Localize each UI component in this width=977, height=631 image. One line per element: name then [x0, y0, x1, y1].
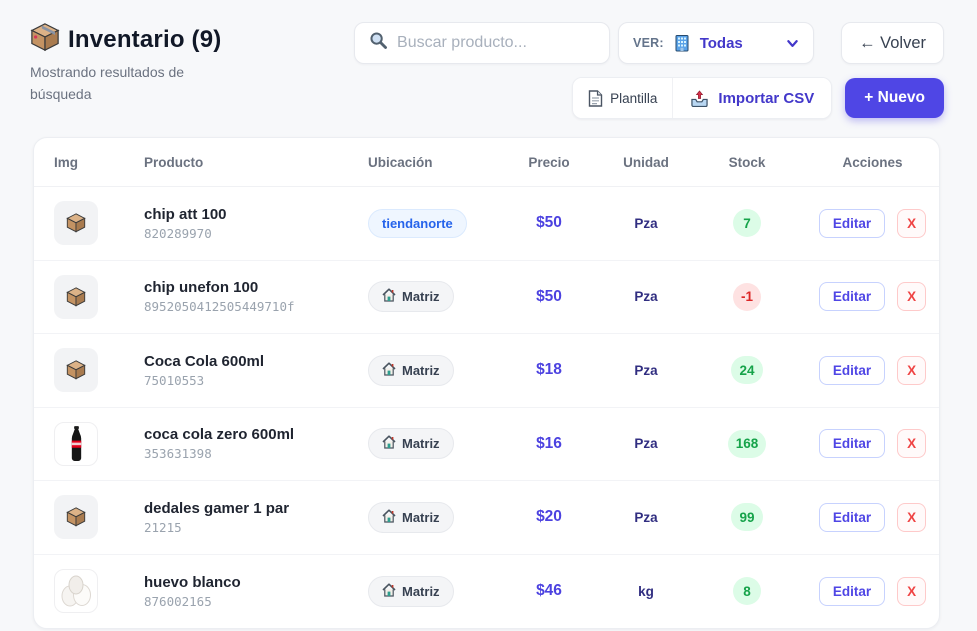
product-unit: Pza: [634, 436, 658, 452]
office-building-icon: [673, 34, 691, 52]
ver-label: VER:: [633, 36, 664, 50]
product-sku: 21215: [144, 519, 182, 535]
product-unit: Pza: [634, 215, 658, 231]
location-badge: Matriz: [368, 428, 454, 460]
import-button-group: Plantilla Importar CSV: [572, 77, 833, 119]
edit-button[interactable]: Editar: [818, 576, 886, 606]
table-row: huevo blanco 876002165 Matriz $46 kg 8 E…: [34, 555, 939, 629]
house-icon: [382, 362, 396, 379]
new-product-button[interactable]: + Nuevo: [845, 78, 944, 118]
product-sku: 353631398: [144, 446, 212, 462]
product-price: $18: [536, 361, 562, 379]
package-icon: [66, 360, 86, 380]
delete-button[interactable]: X: [897, 355, 927, 385]
house-icon: [382, 288, 396, 305]
stock-badge: 99: [731, 503, 763, 532]
location-badge: Matriz: [368, 501, 454, 533]
col-header-producto: Producto: [144, 154, 204, 170]
edit-button[interactable]: Editar: [818, 502, 886, 532]
search-input[interactable]: [397, 34, 596, 52]
col-header-img: Img: [54, 154, 79, 170]
search-box: [354, 22, 611, 64]
ver-selected-value: Todas: [699, 34, 743, 52]
product-image: [54, 201, 98, 246]
delete-button[interactable]: X: [897, 429, 927, 459]
product-image: [54, 421, 98, 466]
results-subtitle: Mostrando resultados de búsqueda: [30, 64, 185, 103]
edit-button[interactable]: Editar: [818, 208, 886, 238]
product-name: coca cola zero 600ml: [144, 426, 295, 444]
product-image: [54, 274, 98, 319]
edit-button[interactable]: Editar: [818, 355, 886, 385]
stock-badge: 8: [733, 577, 761, 606]
product-price: $50: [536, 287, 562, 305]
stock-badge: 24: [731, 356, 763, 385]
table-row: coca cola zero 600ml 353631398 Matriz $1…: [34, 408, 939, 481]
package-icon: [66, 507, 86, 527]
house-icon: [382, 435, 396, 452]
delete-button[interactable]: X: [897, 576, 927, 606]
package-icon: [66, 287, 86, 307]
edit-button[interactable]: Editar: [818, 429, 886, 459]
package-icon: [66, 213, 86, 233]
upload-tray-icon: [691, 89, 709, 107]
location-badge: Matriz: [368, 354, 454, 386]
branch-filter-select[interactable]: VER: Todas: [618, 22, 815, 64]
product-unit: Pza: [634, 509, 658, 525]
product-name: Coca Cola 600ml: [144, 352, 265, 370]
product-unit: Pza: [634, 289, 658, 305]
product-image: [54, 348, 98, 393]
product-price: $50: [536, 214, 562, 232]
product-price: $20: [536, 508, 562, 526]
product-name: dedales gamer 1 par: [144, 499, 290, 517]
document-icon: [588, 89, 603, 107]
location-badge: Matriz: [368, 281, 454, 313]
import-csv-button[interactable]: Importar CSV: [673, 78, 832, 118]
inventory-table: Img Producto Ubicación Precio Unidad Sto…: [33, 137, 940, 629]
product-name: huevo blanco: [144, 573, 241, 591]
table-row: chip unefon 100 8952050412505449710f Mat…: [34, 261, 939, 334]
product-name: chip att 100: [144, 205, 227, 223]
col-header-unidad: Unidad: [623, 154, 669, 170]
product-sku: 820289970: [144, 225, 212, 241]
location-badge: tiendanorte: [368, 208, 467, 238]
delete-button[interactable]: X: [897, 502, 927, 532]
table-row: dedales gamer 1 par 21215 Matriz $20 Pza…: [34, 481, 939, 555]
page-title: Inventario (9): [30, 22, 225, 56]
table-header-row: Img Producto Ubicación Precio Unidad Sto…: [34, 138, 939, 187]
house-icon: [382, 509, 396, 526]
col-header-stock: Stock: [728, 154, 766, 170]
table-row: Coca Cola 600ml 75010553 Matriz $18 Pza …: [34, 334, 939, 408]
delete-button[interactable]: X: [897, 282, 927, 312]
chevron-down-icon: [786, 37, 799, 50]
product-unit: Pza: [634, 362, 658, 378]
col-header-precio: Precio: [528, 154, 570, 170]
template-button[interactable]: Plantilla: [573, 78, 674, 118]
col-header-acciones: Acciones: [842, 154, 903, 170]
product-image: [54, 569, 98, 614]
house-icon: [382, 583, 396, 600]
back-button[interactable]: ← Volver: [841, 22, 944, 64]
stock-badge: -1: [732, 282, 761, 311]
delete-button[interactable]: X: [897, 208, 927, 238]
stock-badge: 168: [727, 429, 767, 458]
location-badge: Matriz: [368, 575, 454, 607]
eggs-image: [61, 575, 91, 607]
product-image: [54, 495, 98, 540]
package-icon: [30, 22, 60, 52]
page-header: Inventario (9) Mostrando resultados de b…: [0, 0, 977, 119]
stock-badge: 7: [733, 209, 761, 238]
edit-button[interactable]: Editar: [818, 282, 886, 312]
product-name: chip unefon 100: [144, 279, 259, 297]
product-sku: 75010553: [144, 372, 205, 388]
product-price: $46: [536, 582, 562, 600]
product-sku: 876002165: [144, 593, 212, 609]
product-price: $16: [536, 434, 562, 452]
cola-bottle-image: [71, 425, 81, 461]
product-unit: kg: [638, 583, 654, 599]
product-sku: 8952050412505449710f: [144, 299, 295, 315]
col-header-ubicacion: Ubicación: [368, 154, 433, 170]
search-icon: [369, 31, 388, 55]
table-row: chip att 100 820289970 tiendanorte $50 P…: [34, 187, 939, 261]
